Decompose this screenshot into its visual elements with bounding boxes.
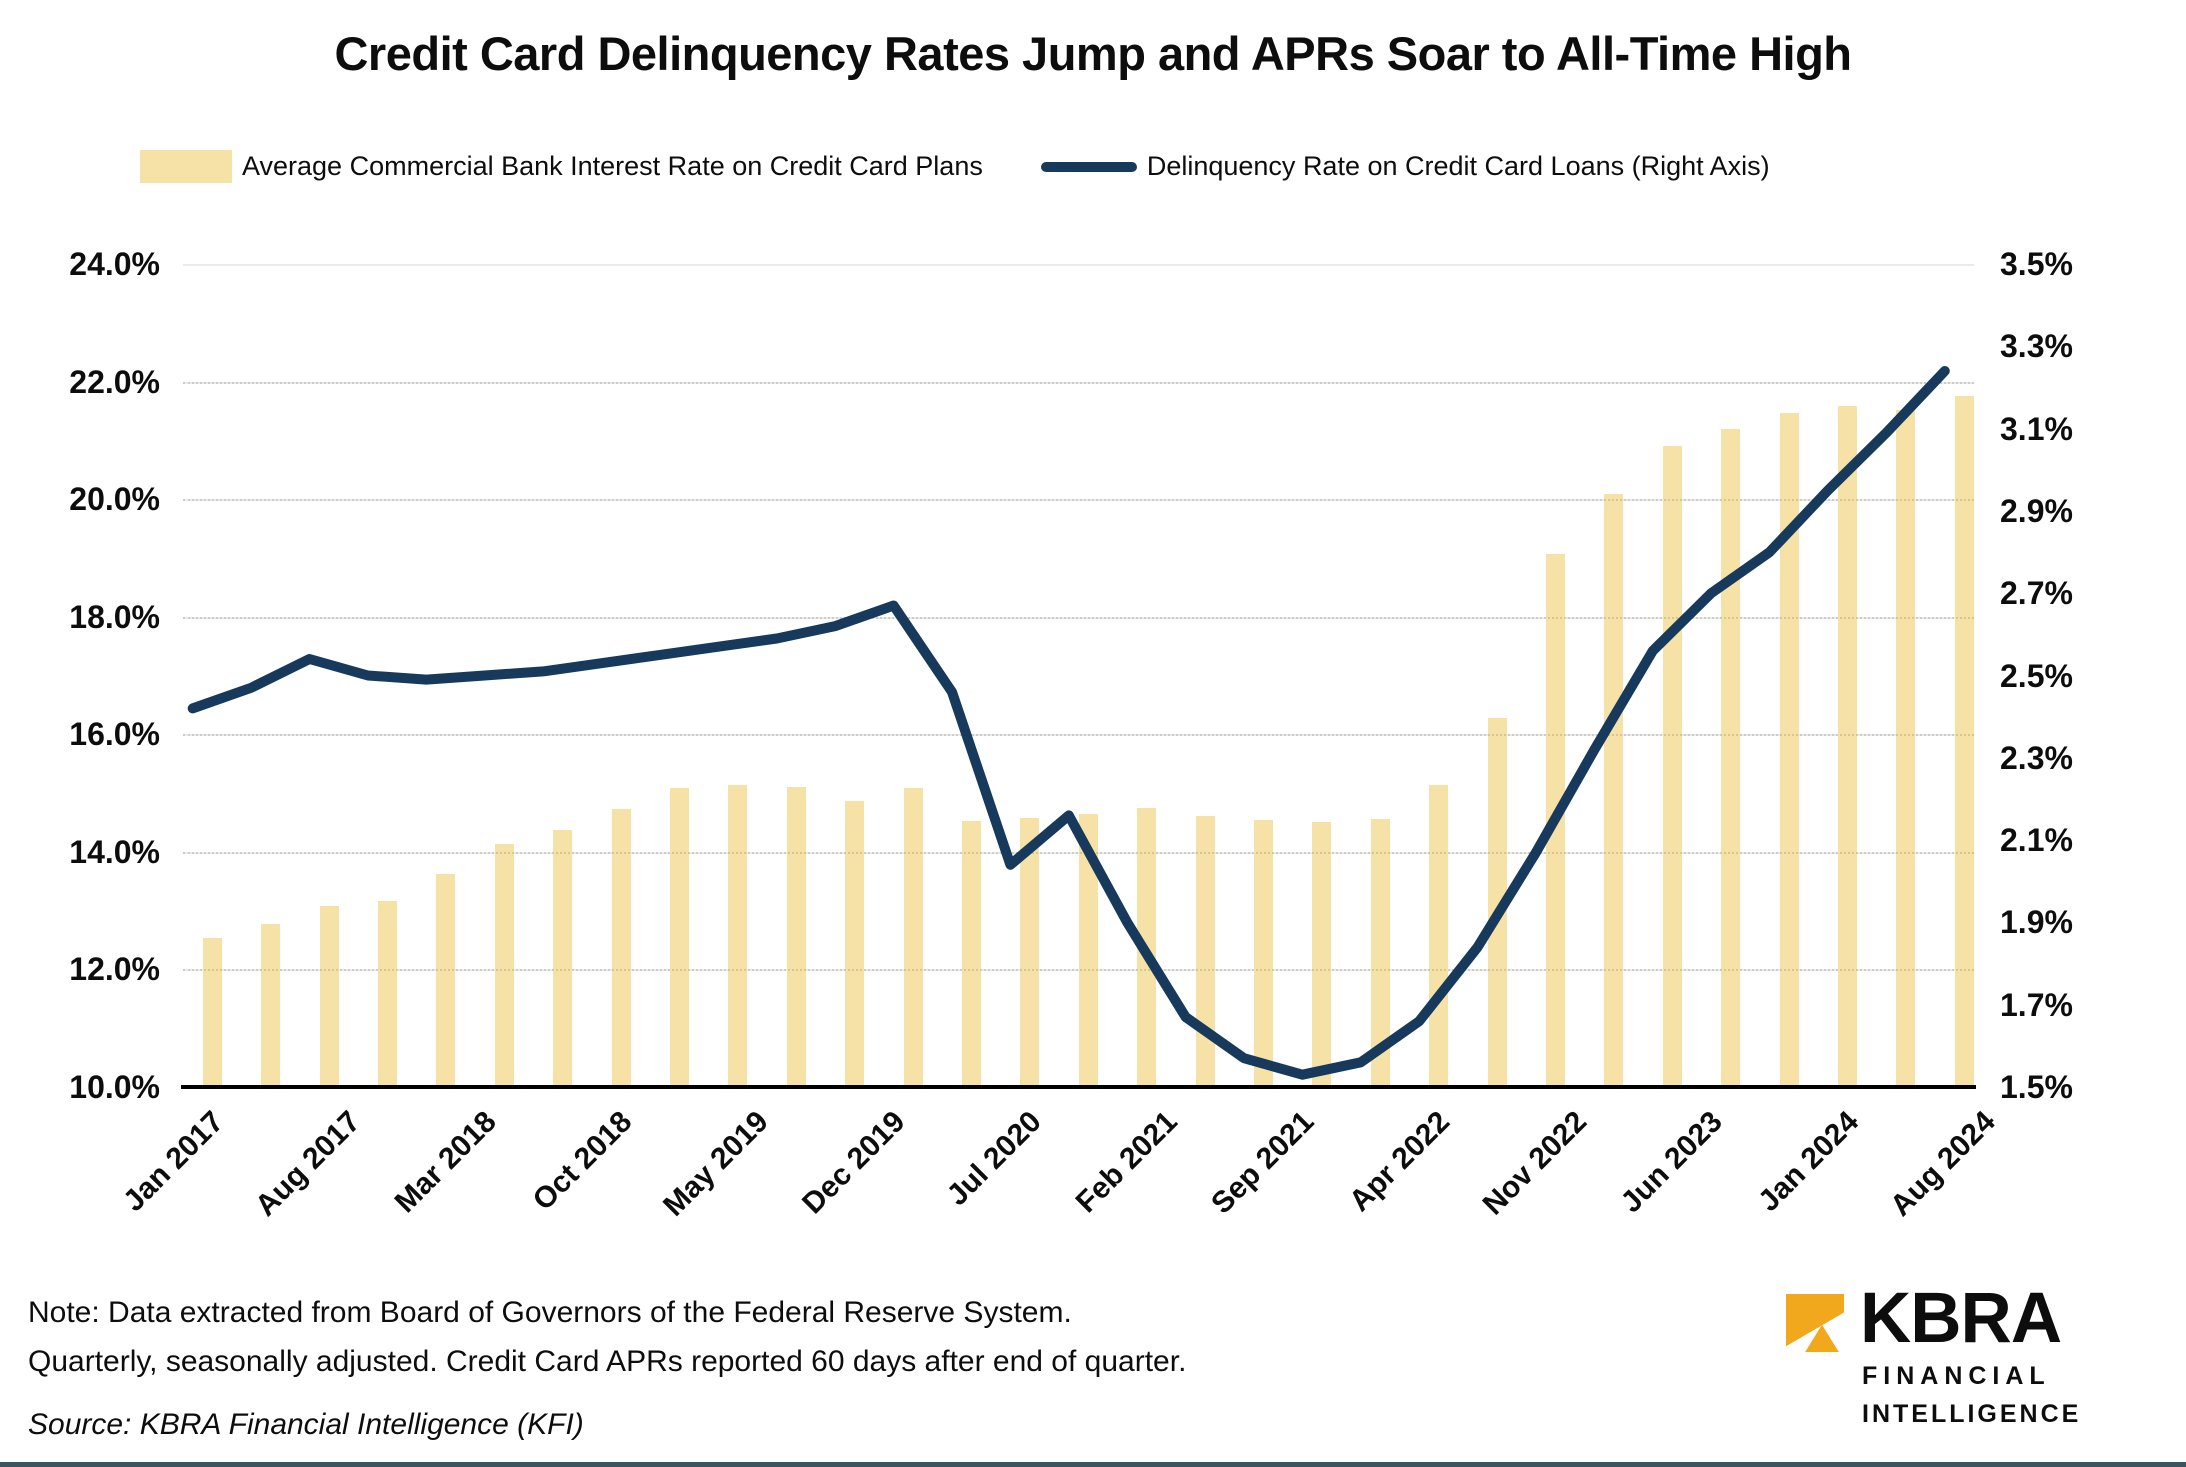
bar <box>1312 821 1332 1087</box>
gridline-overlay <box>183 734 1974 737</box>
bar <box>1604 493 1624 1087</box>
bar <box>1721 429 1741 1087</box>
kbra-logo-icon <box>1786 1294 1844 1352</box>
y-axis-label-left: 10.0% <box>69 1069 160 1105</box>
bar <box>553 829 573 1087</box>
x-axis-label: Mar 2018 <box>388 1105 503 1220</box>
bar <box>1779 412 1799 1087</box>
y-axis-label-right: 1.7% <box>2000 986 2073 1023</box>
y-axis-label-left: 24.0% <box>69 246 160 282</box>
y-axis-label-right: 2.3% <box>2000 739 2073 776</box>
y-axis-label-right: 3.3% <box>2000 328 2073 365</box>
y-axis-label-right: 1.9% <box>2000 904 2073 941</box>
x-axis-label: Dec 2019 <box>796 1105 912 1221</box>
x-axis-label: Jul 2020 <box>940 1105 1048 1213</box>
x-axis-label: Nov 2022 <box>1476 1105 1593 1222</box>
bar <box>961 821 981 1087</box>
bar <box>202 937 222 1087</box>
bar <box>1020 817 1040 1087</box>
bottom-rule <box>0 1462 2186 1467</box>
x-axis-label: Aug 2017 <box>248 1105 367 1223</box>
bar <box>669 787 689 1087</box>
gridline-overlay <box>183 851 1974 854</box>
delinquency-line <box>187 366 1950 1080</box>
line-series-swatch <box>1040 161 1137 172</box>
kbra-logo-intelligence: INTELLIGENCE <box>1862 1400 2082 1428</box>
y-axis-label-left: 14.0% <box>69 833 160 870</box>
bar <box>1487 718 1507 1087</box>
bar <box>903 787 923 1087</box>
delinquency-line-layer <box>187 366 1950 1080</box>
y-axis-label-left: 22.0% <box>69 363 160 400</box>
x-axis-baseline <box>181 1085 1976 1089</box>
source-note: Source: KBRA Financial Intelligence (KFI… <box>28 1408 584 1441</box>
chart-title: Credit Card Delinquency Rates Jump and A… <box>334 27 1852 80</box>
bar <box>319 905 339 1087</box>
bar <box>261 924 281 1087</box>
gridline-overlay <box>183 381 1974 384</box>
x-axis-label: Jun 2023 <box>1614 1105 1730 1220</box>
legend-item-delinquency: Delinquency Rate on Credit Card Loans (R… <box>1040 151 1770 182</box>
bar <box>1078 813 1098 1087</box>
gridline <box>183 499 1974 502</box>
y-axis-label-right: 3.1% <box>2000 410 2073 447</box>
x-axis-label: Oct 2018 <box>527 1105 639 1217</box>
y-axis-label-left: 16.0% <box>69 716 160 753</box>
gridline-overlay <box>183 969 1974 972</box>
bar <box>845 800 865 1087</box>
x-axis-label: Sep 2021 <box>1204 1105 1321 1221</box>
bar <box>1429 785 1449 1087</box>
legend-label-apr: Average Commercial Bank Interest Rate on… <box>242 151 983 181</box>
x-axis-label: Aug 2024 <box>1883 1105 2002 1223</box>
bar <box>1195 815 1215 1087</box>
y-axis-label-right: 2.9% <box>2000 492 2073 529</box>
gridline <box>183 734 1974 737</box>
y-axis-label-right: 3.5% <box>2000 246 2073 282</box>
bar-series-swatch <box>140 150 232 183</box>
legend-item-apr: Average Commercial Bank Interest Rate on… <box>140 150 983 183</box>
bar <box>1662 446 1682 1087</box>
gridline <box>183 851 1974 854</box>
kbra-logo-financial: FINANCIAL <box>1862 1362 2051 1390</box>
bar <box>436 873 456 1087</box>
legend: Average Commercial Bank Interest Rate on… <box>140 150 1770 183</box>
legend-label-delinquency: Delinquency Rate on Credit Card Loans (R… <box>1146 151 1770 181</box>
bar <box>377 901 397 1087</box>
gridline-overlay <box>183 499 1974 502</box>
x-axis-label: Jan 2024 <box>1752 1105 1866 1218</box>
bar <box>1954 395 1974 1087</box>
y-axis-label-left: 12.0% <box>69 951 160 988</box>
bar <box>1370 818 1390 1087</box>
x-axis-label: Feb 2021 <box>1069 1105 1184 1220</box>
note-line-2: Quarterly, seasonally adjusted. Credit C… <box>28 1345 1187 1378</box>
plot-area <box>181 264 1976 1089</box>
gridline <box>183 969 1974 972</box>
y-axis-label-right: 1.5% <box>2000 1069 2073 1105</box>
kbra-logo-brand: KBRA <box>1860 1279 2062 1358</box>
bar <box>494 843 514 1087</box>
gridline-overlay <box>183 616 1974 619</box>
gridline <box>183 264 1974 266</box>
bar <box>1896 410 1916 1087</box>
bar <box>611 808 631 1087</box>
gridline <box>183 381 1974 384</box>
gridline <box>183 616 1974 619</box>
y-axis-label-left: 18.0% <box>69 598 160 635</box>
x-axis-label: Jan 2017 <box>117 1105 231 1218</box>
y-axis-label-left: 20.0% <box>69 481 160 518</box>
y-axis-label-right: 2.5% <box>2000 657 2073 694</box>
x-axis-label: Apr 2022 <box>1343 1105 1457 1218</box>
y-axis-label-right: 2.7% <box>2000 575 2073 612</box>
note-line-1: Note: Data extracted from Board of Gover… <box>28 1296 1072 1329</box>
bar <box>1253 820 1273 1087</box>
bar <box>1837 405 1857 1087</box>
bar <box>786 787 806 1087</box>
bar <box>728 785 748 1087</box>
x-axis-label: May 2019 <box>657 1105 776 1223</box>
y-axis-label-right: 2.1% <box>2000 822 2073 859</box>
